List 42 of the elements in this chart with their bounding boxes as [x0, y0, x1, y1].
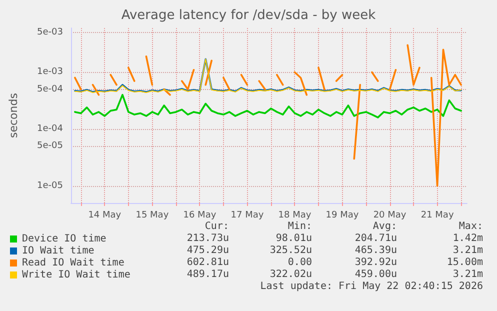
text: Cur:: [204, 221, 229, 233]
text: 392.92u: [354, 257, 397, 269]
text: 0.00: [288, 257, 312, 269]
legend-label: Write IO Wait time: [22, 270, 130, 280]
text: 1.42m: [452, 233, 483, 245]
text: 459.00u: [354, 269, 397, 281]
text: Last update: Fri May 22 02:40:15 2026: [260, 281, 483, 293]
text: Min:: [288, 221, 312, 233]
x-tick-label: 15 May: [136, 210, 170, 220]
legend-label: IO Wait time: [22, 246, 94, 256]
y-tick-label: 5e-04: [37, 84, 64, 94]
text: 602.81u: [186, 257, 229, 269]
text: 98.01u: [276, 233, 312, 245]
text: 204.71u: [354, 233, 397, 245]
text: 3.21m: [452, 245, 483, 257]
y-tick-label: 1e-04: [37, 124, 64, 134]
y-axis-title: seconds: [7, 92, 20, 138]
text: 489.17u: [186, 269, 229, 281]
text: 325.52u: [270, 245, 312, 257]
x-tick-label: 19 May: [326, 210, 360, 220]
x-tick-label: 20 May: [373, 210, 407, 220]
x-tick-label: 16 May: [183, 210, 217, 220]
text: 475.29u: [186, 245, 229, 257]
text: 465.39u: [354, 245, 397, 257]
text: 3.21m: [452, 269, 483, 281]
text: 15.00m: [446, 257, 483, 269]
x-tick-label: 14 May: [88, 210, 122, 220]
x-tick-label: 17 May: [230, 210, 264, 220]
text: 213.73u: [186, 233, 229, 245]
text: Avg:: [372, 221, 397, 233]
text: Max:: [458, 221, 483, 233]
text: 322.02u: [270, 269, 312, 281]
chart-title: Average latency for /dev/sda - by week: [121, 8, 376, 23]
y-tick-label: 1e-05: [37, 180, 63, 191]
legend-label: Device IO time: [22, 234, 106, 244]
y-tick-label: 5e-05: [37, 141, 63, 152]
x-tick-label: 18 May: [278, 210, 312, 220]
x-tick-label: 21 May: [420, 210, 454, 220]
y-tick-label: 5e-03: [37, 28, 63, 38]
legend-label: Read IO Wait time: [22, 258, 124, 268]
line-series: [74, 94, 462, 118]
y-tick-label: 1e-03: [37, 67, 63, 78]
